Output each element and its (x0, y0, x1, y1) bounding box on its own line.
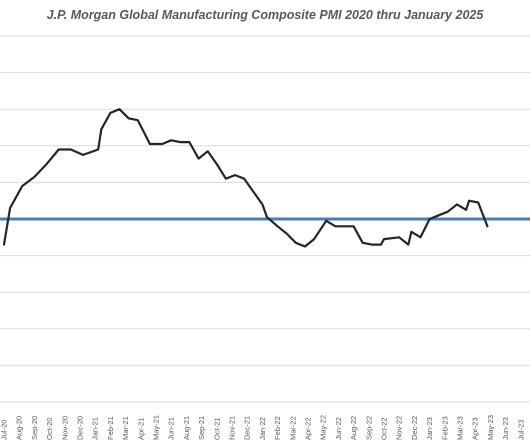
x-tick-label: Aug-21 (182, 416, 191, 440)
chart-title: J.P. Morgan Global Manufacturing Composi… (46, 8, 484, 22)
x-tick-label: Oct-21 (212, 417, 221, 440)
x-tick-label: Feb-21 (106, 416, 115, 440)
series-group (2, 108, 489, 248)
x-tick-label: Jul-20 (0, 420, 9, 440)
x-tick-label: Jul-23 (516, 420, 525, 440)
x-tick-label: May-23 (486, 415, 495, 440)
x-tick-label: Nov-20 (60, 416, 69, 440)
x-tick-label: Jun-22 (334, 417, 343, 440)
x-axis-tick-labels: Jul-20 Aug-20 Sep-20 Oct-20 Nov-20 Dec-20 Jan-… (0, 415, 525, 440)
x-tick-label: Mar-21 (121, 416, 130, 440)
x-tick-label: Jan-22 (258, 417, 267, 440)
x-tick-label: Apr-21 (136, 417, 145, 440)
x-tick-label: Jan-23 (425, 417, 434, 440)
x-tick-label: Dec-21 (243, 416, 252, 440)
x-tick-label: May-22 (319, 415, 328, 440)
x-tick-label: Nov-21 (228, 416, 237, 440)
x-tick-label: Apr-22 (304, 417, 313, 440)
x-tick-label: May-21 (152, 415, 161, 440)
x-tick-label: Nov-22 (395, 416, 404, 440)
x-tick-label: Apr-23 (471, 417, 480, 440)
x-tick-label: Oct-22 (380, 417, 389, 440)
x-tick-label: Mar-22 (288, 416, 297, 440)
x-tick-label: Sep-21 (197, 416, 206, 440)
x-tick-label: Mar-23 (456, 416, 465, 440)
x-tick-label: Feb-22 (273, 416, 282, 440)
x-tick-label: Feb-23 (440, 416, 449, 440)
x-tick-label: Jun-23 (501, 417, 510, 440)
x-tick-label: Sep-22 (364, 416, 373, 440)
x-tick-label: Dec-20 (76, 416, 85, 440)
x-tick-label: Aug-22 (349, 416, 358, 440)
gridlines (0, 35, 530, 403)
x-tick-label: Dec-22 (410, 416, 419, 440)
series-line (2, 108, 489, 248)
x-tick-label: Aug-20 (15, 416, 24, 440)
x-tick-label: Jan-21 (91, 417, 100, 440)
x-tick-label: Jun-21 (167, 417, 176, 440)
x-tick-label: Sep-20 (30, 416, 39, 440)
x-tick-label: Oct-20 (45, 417, 54, 440)
